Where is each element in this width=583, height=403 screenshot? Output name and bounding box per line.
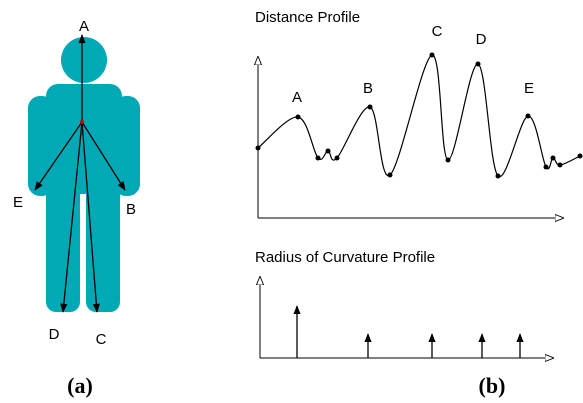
curve-point [526,114,531,119]
axes [258,57,563,358]
figure: A B C D E (a) Distance Profile A B C D E… [0,0,583,403]
curve-point [335,156,340,161]
title: Distance Profile [255,9,360,26]
curve-point [296,115,301,120]
peak-label: A [292,89,302,106]
curve-point [558,163,563,168]
point-label: D [49,326,60,343]
curve-point [496,174,501,179]
distance-curve [258,55,580,177]
curve-point [388,173,393,178]
curve-point [551,156,556,161]
peak-label: C [432,23,443,40]
title: Radius of Curvature Profile [255,249,435,266]
curve-points [256,53,583,179]
curve-point [578,154,583,159]
peak-label: B [363,80,373,97]
human-silhouette [28,37,140,312]
caption: (a) [67,373,93,398]
caption: (b) [479,373,506,398]
peak-label: E [524,80,534,97]
point-label: E [13,194,23,211]
peak-label: D [476,31,487,48]
curve-point [544,165,549,170]
point-label: B [126,201,136,218]
point-label: A [79,18,89,35]
curve-point [368,105,373,110]
curve-point [446,158,451,163]
curvature-spikes [297,306,520,358]
curve-point [430,53,435,58]
point-label: C [96,331,107,348]
curve-point [256,146,261,151]
curve-point [326,149,331,154]
curve-point [476,62,481,67]
curve-point [316,156,321,161]
